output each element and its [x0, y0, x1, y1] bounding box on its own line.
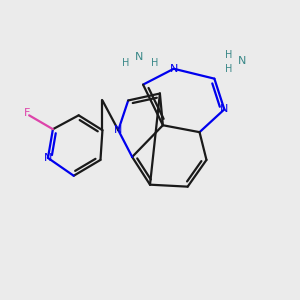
- Text: N: N: [220, 104, 229, 114]
- Text: N: N: [135, 52, 143, 62]
- Text: F: F: [24, 108, 30, 118]
- Text: H: H: [122, 58, 129, 68]
- Text: N: N: [44, 153, 52, 163]
- Text: N: N: [114, 125, 122, 135]
- Text: N: N: [238, 56, 246, 66]
- Text: N: N: [169, 64, 178, 74]
- Text: H: H: [151, 58, 159, 68]
- Text: H: H: [225, 50, 232, 60]
- Text: H: H: [225, 64, 232, 74]
